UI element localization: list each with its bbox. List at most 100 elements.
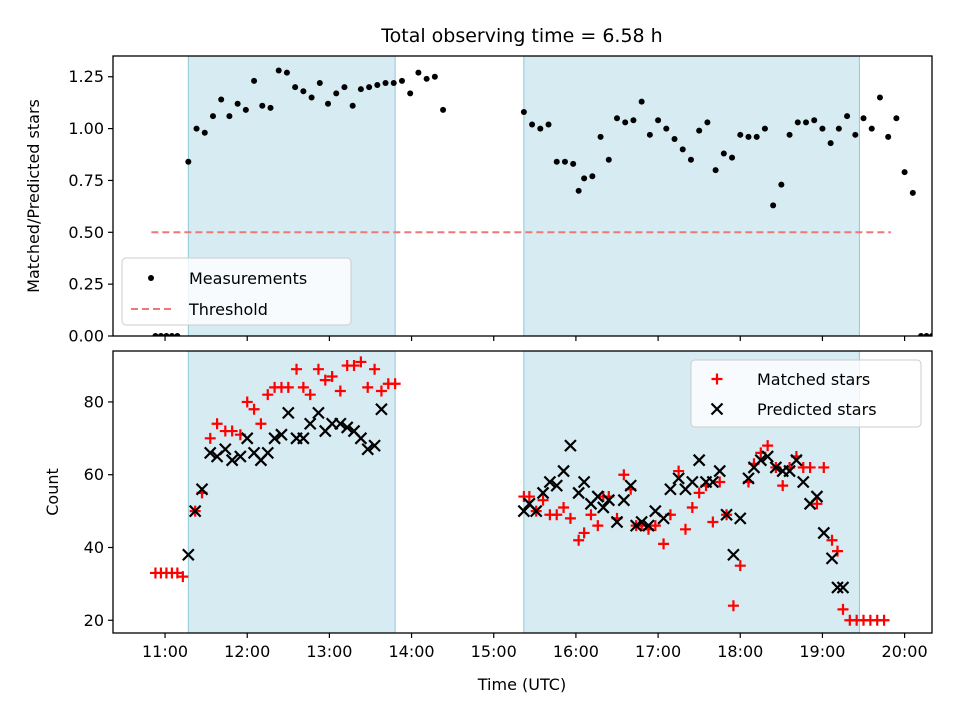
matched-star-point — [177, 571, 189, 583]
predicted-star-point — [761, 450, 774, 463]
chart-title: Total observing time = 6.58 h — [380, 25, 662, 47]
predicted-star-point — [591, 490, 605, 503]
matched-star-point — [714, 476, 726, 488]
measurement-point — [251, 77, 258, 84]
predicted-star-point — [796, 475, 810, 489]
predicted-star-point — [188, 504, 202, 518]
matched-star-point — [255, 418, 267, 430]
x-tick-label: 19:00 — [799, 642, 845, 661]
measurement-point — [398, 77, 405, 84]
measurement-point — [242, 106, 249, 113]
top-y-axis-label: Matched/Predicted stars — [24, 99, 43, 293]
measurement-point — [696, 127, 703, 134]
predicted-star-point — [657, 512, 670, 525]
measurement-point — [638, 98, 645, 105]
measurement-point — [929, 333, 932, 336]
y-tick-label: 0.25 — [68, 275, 104, 294]
matched-star-point — [211, 418, 223, 430]
measurement-point — [529, 121, 536, 128]
measurement-point — [553, 158, 560, 165]
measurement-point — [655, 117, 662, 124]
matched-star-point — [291, 363, 303, 375]
x-tick-label: 11:00 — [142, 642, 188, 661]
matched-star-point — [592, 520, 604, 532]
predicted-star-point — [617, 493, 631, 507]
measurement-point — [909, 189, 916, 196]
predicted-star-point — [672, 472, 685, 485]
measurement-point — [382, 79, 389, 86]
measurement-point — [819, 125, 826, 132]
top-panel: 0.00 0.25 0.50 0.75 1.00 1.25 Measurements Thre… — [68, 55, 946, 346]
measurement-point — [679, 146, 686, 153]
predicted-star-point — [203, 446, 217, 460]
matched-star-point — [369, 363, 381, 375]
measurement-point — [885, 133, 892, 140]
predicted-star-point — [713, 464, 726, 478]
matched-star-point — [826, 534, 838, 546]
measurement-point — [671, 135, 678, 142]
predicted-star-point — [831, 581, 844, 594]
predicted-star-point — [769, 461, 783, 474]
legend-marker-measurements — [148, 275, 154, 281]
matched-star-point — [727, 600, 739, 612]
measurement-point — [174, 333, 181, 336]
matched-star-point — [241, 396, 253, 408]
measurement-point — [575, 187, 582, 194]
measurement-point — [234, 100, 241, 107]
y-tick-label: 20 — [84, 611, 104, 630]
x-tick-label: 12:00 — [224, 642, 270, 661]
measurement-point — [786, 131, 793, 138]
predicted-star-point — [536, 486, 550, 500]
legend-marker-matched — [711, 373, 723, 385]
predicted-star-point — [624, 479, 637, 492]
matched-star-point — [777, 480, 789, 492]
measurement-point — [390, 79, 397, 86]
matched-star-point — [304, 389, 316, 401]
measurement-point — [431, 73, 438, 80]
measurement-point — [770, 202, 777, 209]
measurement-point — [193, 125, 200, 132]
matched-star-point — [618, 469, 630, 481]
measurement-point — [325, 100, 332, 107]
predicted-star-point — [225, 453, 239, 467]
predicted-star-point — [261, 446, 275, 460]
matched-star-point — [585, 509, 597, 521]
x-tick-label: 16:00 — [553, 642, 599, 661]
measurement-point — [545, 121, 552, 128]
measurement-point — [704, 119, 711, 126]
measurement-point — [940, 333, 946, 339]
legend-box — [690, 359, 922, 428]
measurement-point — [218, 96, 225, 103]
predicted-star-point — [550, 479, 564, 492]
predicted-star-point — [383, 688, 394, 699]
matched-star-point — [334, 385, 346, 397]
observing-window-shade — [187, 350, 396, 634]
bottom-y-axis-label: Count — [43, 468, 62, 516]
predicted-star-point — [783, 464, 796, 478]
measurement-point — [794, 119, 801, 126]
predicted-star-point — [297, 432, 310, 445]
measurement-point — [729, 154, 736, 161]
predicted-star-point — [275, 428, 288, 441]
measurement-point — [605, 156, 612, 163]
predicted-star-point — [706, 475, 720, 489]
measurement-point — [201, 129, 208, 136]
matched-star-point — [878, 614, 890, 626]
legend-box — [121, 257, 352, 326]
measurement-point — [520, 109, 527, 115]
matched-star-point — [673, 465, 685, 477]
matched-star-point — [832, 545, 843, 557]
predicted-star-point — [572, 486, 585, 500]
measurement-point — [876, 94, 883, 101]
legend-marker-predicted — [710, 402, 724, 416]
predicted-star-point — [836, 581, 850, 594]
y-tick-label: 0.00 — [68, 327, 104, 346]
measurement-point — [687, 156, 694, 163]
measurement-point — [811, 117, 818, 124]
x-tick-label: 18:00 — [717, 642, 763, 661]
measurement-point — [292, 84, 299, 91]
bottom-panel: 20 40 60 80 11:00 12:00 13:00 14:00 15:00 16:00 17… — [84, 350, 933, 699]
measurement-point — [893, 115, 900, 122]
matched-star-point — [658, 538, 670, 550]
